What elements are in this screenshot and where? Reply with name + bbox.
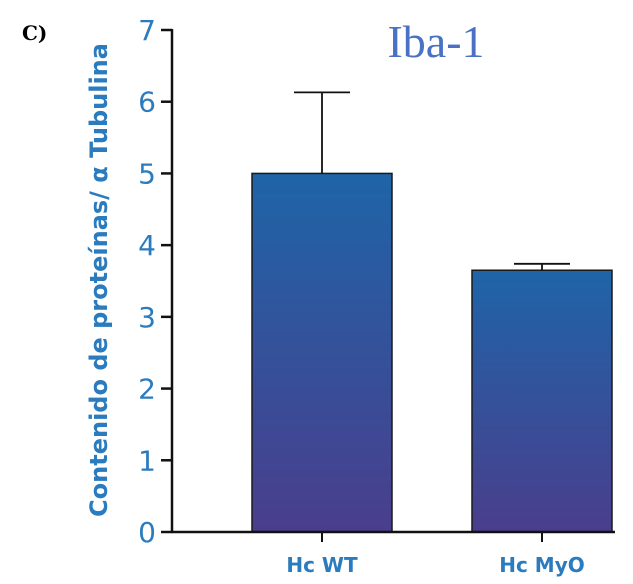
panel-label: C) <box>22 21 47 45</box>
error-bars-layer <box>294 91 570 271</box>
bar-1 <box>471 269 613 533</box>
y-axis-label: Contenido de proteínas/ α Tubulina <box>85 43 113 517</box>
y-tick-label-0: 0 <box>138 516 156 549</box>
y-tick-label-3: 3 <box>138 301 156 334</box>
y-tick-label-1: 1 <box>138 444 156 477</box>
y-tick-label-7: 7 <box>138 14 156 47</box>
bars-layer <box>251 172 613 533</box>
y-tick-label-5: 5 <box>138 157 156 190</box>
y-tick-label-2: 2 <box>138 373 156 406</box>
bar-0 <box>251 172 393 533</box>
x-tick-label-1: Hc MyO <box>499 553 585 577</box>
y-tick-label-6: 6 <box>138 86 156 119</box>
y-ticks-layer: 0 1 2 3 4 5 6 7 <box>138 14 172 549</box>
x-tick-label-0: Hc WT <box>286 553 358 577</box>
y-tick-label-4: 4 <box>138 229 156 262</box>
x-ticks-layer: Hc WT Hc MyO <box>286 532 585 577</box>
chart-title: Iba-1 <box>387 16 484 67</box>
